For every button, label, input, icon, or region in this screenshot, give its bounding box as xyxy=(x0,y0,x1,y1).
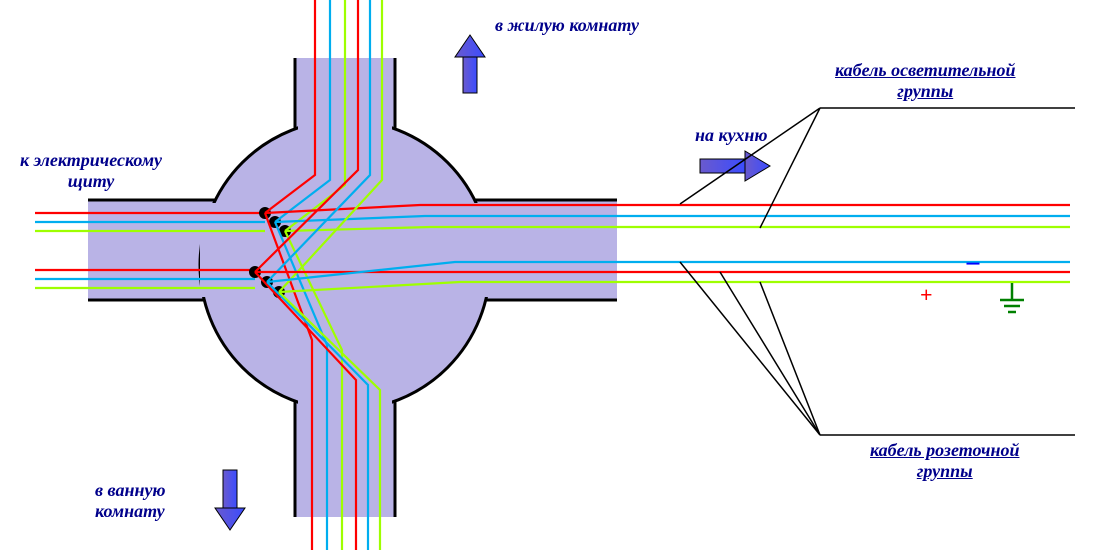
label-socket-cable: кабель розеточной группы xyxy=(870,440,1019,481)
label-left: к электрическому щиту xyxy=(20,150,162,191)
plus-symbol: + xyxy=(920,282,933,307)
label-down: в ванную комнату xyxy=(95,480,166,521)
ground-symbol xyxy=(1000,283,1024,312)
polarity-symbols: + − xyxy=(920,249,1024,312)
label-up: в жилую комнату xyxy=(495,15,639,36)
label-right: на кухню xyxy=(695,125,768,146)
minus-symbol: − xyxy=(965,249,981,280)
label-lighting-cable: кабель осветительной группы xyxy=(835,60,1016,101)
